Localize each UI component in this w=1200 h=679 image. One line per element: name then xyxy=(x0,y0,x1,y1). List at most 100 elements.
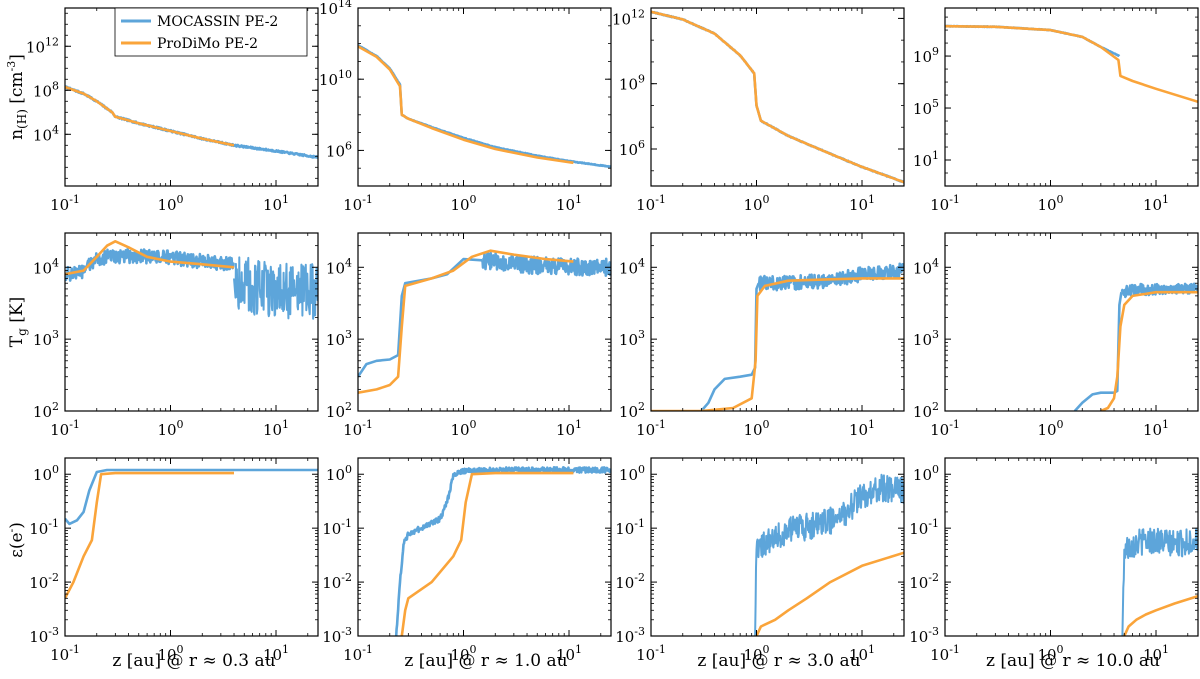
x-tick-label: 100 xyxy=(157,418,183,439)
y-tick-label: 100 xyxy=(913,463,939,484)
y-tick-label: 1012 xyxy=(26,35,59,56)
panel-r2-c4: 10-1 100 101 102 103 104 xyxy=(913,232,1199,439)
legend-label-prodimo: ProDiMo PE-2 xyxy=(157,36,258,52)
x-tick-label: 101 xyxy=(263,418,289,439)
x-tick-label: 100 xyxy=(450,418,476,439)
x-tick-label: 100 xyxy=(157,193,183,214)
x-tick-label: 101 xyxy=(556,193,582,214)
y-tick-label: 103 xyxy=(33,328,59,349)
x-tick-label: 101 xyxy=(263,643,289,664)
series-line-prodimo-pe-2 xyxy=(65,85,235,147)
panel-r3-c4: 10-1 100 101 10-3 10-2 10-1 100 xyxy=(909,457,1199,664)
plot-frame xyxy=(944,457,1199,637)
series-line-prodimo-pe-2 xyxy=(65,471,234,599)
series-line-mocassin-pe-2 xyxy=(480,251,611,278)
panel-grid: 10-1 100 101 104 108 1012 10-1 100 101 106 1010 101… xyxy=(26,0,1199,664)
series-group xyxy=(651,10,904,184)
legend-label-mocassin: MOCASSIN PE-2 xyxy=(157,14,278,30)
xlabel-r-1-0: z [au] @ r ≈ 1.0 au xyxy=(404,651,567,671)
x-tick-label: 100 xyxy=(1037,643,1063,664)
x-tick-label: 100 xyxy=(1037,193,1063,214)
y-tick-label: 10-2 xyxy=(615,571,645,592)
x-tick-label: 101 xyxy=(849,193,875,214)
y-tick-label: 102 xyxy=(33,400,59,421)
y-tick-label: 102 xyxy=(619,400,645,421)
y-tick-label: 104 xyxy=(619,256,645,277)
y-tick-label: 104 xyxy=(913,256,939,277)
series-group xyxy=(358,44,611,169)
x-tick-label: 101 xyxy=(1143,418,1169,439)
panel-r3-c2: 10-1 100 101 10-3 10-2 10-1 100 xyxy=(322,457,612,664)
x-tick-label: 100 xyxy=(450,643,476,664)
y-tick-label: 10-1 xyxy=(29,517,59,538)
y-tick-label: 10-3 xyxy=(909,625,939,646)
ylabel-density: n(H) [cm-3] xyxy=(5,54,29,140)
series-line-mocassin-pe-2 xyxy=(700,282,760,411)
series-group xyxy=(394,465,611,636)
series-group xyxy=(945,24,1198,104)
series-line-prodimo-pe-2 xyxy=(65,240,235,276)
panel-r1-c2: 10-1 100 101 106 1010 1014 xyxy=(319,0,612,214)
series-line-mocassin-pe-2 xyxy=(358,257,483,378)
x-tick-label: 10-1 xyxy=(50,418,80,439)
xlabel-r-3-0: z [au] @ r ≈ 3.0 au xyxy=(697,651,860,671)
series-line-mocassin-pe-2 xyxy=(1121,527,1198,636)
y-tick-label: 10-2 xyxy=(909,571,939,592)
panel-r2-c2: 10-1 100 101 102 103 104 xyxy=(326,232,612,439)
x-tick-label: 10-1 xyxy=(343,643,373,664)
y-tick-label: 1010 xyxy=(319,68,352,89)
y-tick-label: 10-3 xyxy=(322,625,352,646)
y-tick-label: 108 xyxy=(33,79,59,100)
series-line-mocassin-pe-2 xyxy=(65,85,318,159)
panel-r1-c3: 10-1 100 101 106 109 1012 xyxy=(612,7,905,214)
panel-r1-c4: 10-1 100 101 101 105 109 xyxy=(913,7,1199,214)
y-tick-label: 1014 xyxy=(319,0,352,18)
plot-frame xyxy=(357,232,612,412)
y-tick-label: 103 xyxy=(619,328,645,349)
y-tick-label: 102 xyxy=(913,400,939,421)
series-group xyxy=(1121,527,1198,636)
y-tick-label: 100 xyxy=(33,463,59,484)
series-line-prodimo-pe-2 xyxy=(1123,594,1198,636)
x-tick-label: 10-1 xyxy=(636,193,666,214)
y-tick-label: 10-1 xyxy=(615,517,645,538)
series-line-mocassin-pe-2 xyxy=(754,473,904,636)
series-line-prodimo-pe-2 xyxy=(945,24,1198,104)
series-group xyxy=(65,468,318,599)
x-tick-label: 100 xyxy=(157,643,183,664)
x-tick-label: 10-1 xyxy=(636,418,666,439)
series-line-mocassin-pe-2 xyxy=(233,256,318,320)
x-tick-label: 101 xyxy=(849,643,875,664)
series-line-mocassin-pe-2 xyxy=(945,24,1121,58)
series-line-prodimo-pe-2 xyxy=(651,10,904,184)
y-tick-label: 10-2 xyxy=(322,571,352,592)
ylabel-temperature: Tg [K] xyxy=(7,297,29,347)
x-tick-label: 10-1 xyxy=(930,643,960,664)
x-tick-label: 10-1 xyxy=(343,193,373,214)
series-line-prodimo-pe-2 xyxy=(358,45,574,165)
x-tick-label: 10-1 xyxy=(930,193,960,214)
y-tick-label: 104 xyxy=(33,123,59,144)
y-tick-label: 104 xyxy=(326,256,352,277)
y-tick-label: 101 xyxy=(913,149,939,170)
y-tick-label: 100 xyxy=(326,463,352,484)
y-tick-label: 1012 xyxy=(612,7,645,28)
y-tick-label: 106 xyxy=(326,139,352,160)
y-tick-label: 10-3 xyxy=(615,625,645,646)
y-tick-label: 103 xyxy=(913,328,939,349)
series-group xyxy=(754,473,904,636)
xlabel-r-0-3: z [au] @ r ≈ 0.3 au xyxy=(112,651,275,671)
series-group xyxy=(65,85,318,159)
series-line-mocassin-pe-2 xyxy=(651,10,904,184)
x-tick-label: 101 xyxy=(556,418,582,439)
ylabel-electron-abundance: ε(e-) xyxy=(5,522,27,558)
legend-box xyxy=(114,7,308,57)
panel-r2-c3: 10-1 100 101 102 103 104 xyxy=(619,232,905,439)
x-tick-label: 10-1 xyxy=(50,643,80,664)
series-line-mocassin-pe-2 xyxy=(1073,291,1123,411)
x-tick-label: 101 xyxy=(1143,643,1169,664)
y-tick-label: 10-1 xyxy=(909,517,939,538)
series-group xyxy=(1073,282,1198,411)
x-tick-label: 100 xyxy=(450,193,476,214)
